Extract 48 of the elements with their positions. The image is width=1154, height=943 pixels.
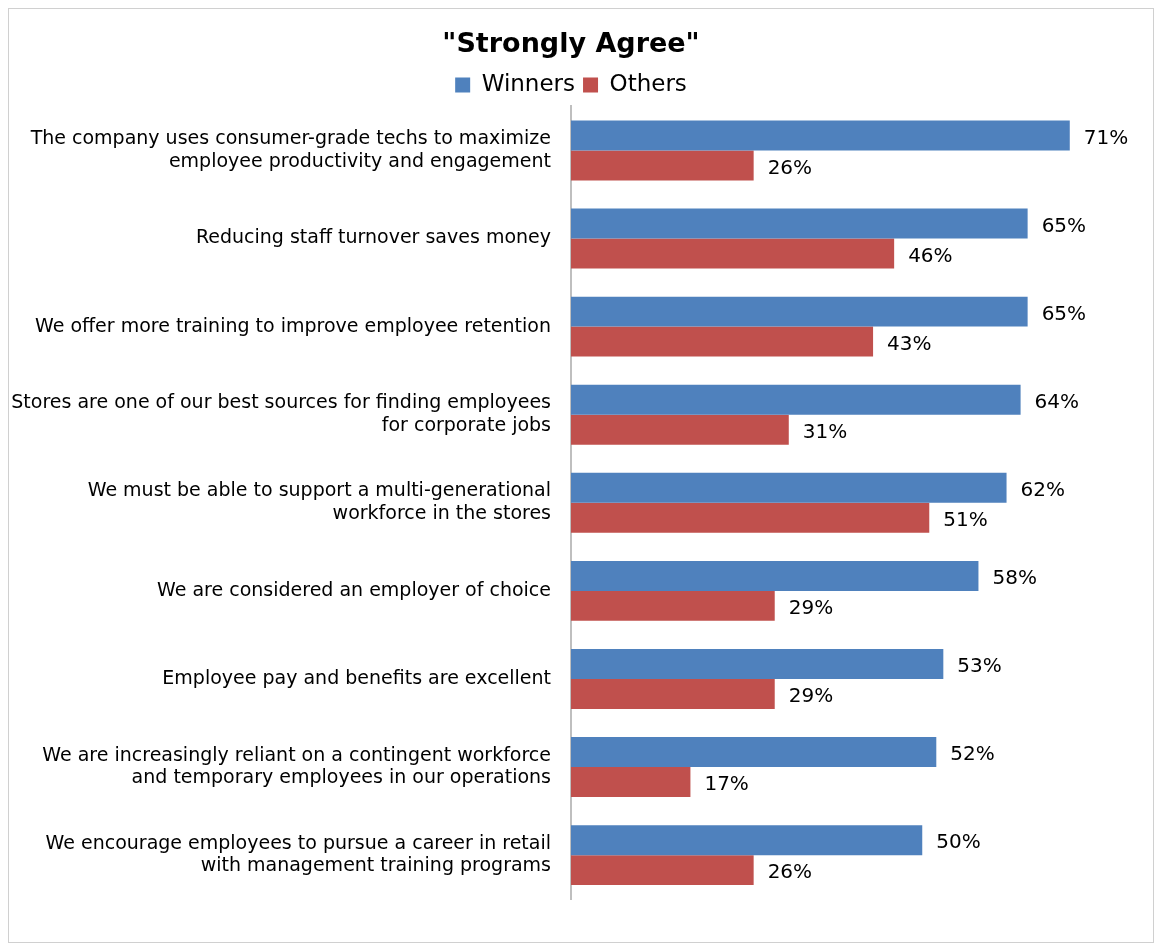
data-label: 62% bbox=[1020, 477, 1065, 502]
bar bbox=[571, 767, 691, 798]
bar bbox=[571, 384, 1021, 415]
data-label: 26% bbox=[767, 859, 813, 884]
bar bbox=[571, 590, 775, 621]
bar bbox=[571, 238, 895, 269]
y-tick-label: We are increasingly reliant on a contingent workforce and temporary employees in our operations bbox=[42, 742, 551, 788]
bar bbox=[571, 472, 1007, 503]
y-tick-label: We offer more training to improve employee retention bbox=[35, 313, 551, 336]
y-tick-label: Reducing staff turnover saves money bbox=[195, 225, 551, 248]
bar bbox=[571, 560, 979, 591]
data-label: 64% bbox=[1034, 388, 1080, 413]
y-tick-label: We encourage employees to pursue a career in retail with management training programs bbox=[45, 830, 551, 876]
data-label: 52% bbox=[950, 741, 995, 766]
data-label: 65% bbox=[1041, 300, 1087, 325]
bar bbox=[571, 855, 754, 886]
bar bbox=[571, 649, 944, 679]
data-label: 26% bbox=[767, 154, 813, 179]
data-label: 58% bbox=[992, 565, 1037, 590]
data-label: 17% bbox=[704, 771, 749, 796]
legend-label: Others bbox=[609, 69, 687, 96]
y-tick-label: The company uses consumer-grade techs to maximize employee productivity and engagement bbox=[29, 125, 551, 171]
bar bbox=[571, 120, 1070, 151]
bar bbox=[571, 150, 754, 181]
bar bbox=[571, 737, 937, 768]
bar bbox=[571, 326, 874, 357]
data-label: 29% bbox=[788, 683, 834, 708]
data-label: 65% bbox=[1041, 212, 1087, 237]
data-label: 29% bbox=[788, 595, 834, 620]
data-label: 71% bbox=[1083, 124, 1129, 149]
y-tick-label: Employee pay and benefits are excellent bbox=[162, 665, 551, 688]
bar bbox=[571, 414, 789, 445]
y-tick-label: We must be able to support a multi-generational workforce in the stores bbox=[87, 478, 551, 524]
data-label: 50% bbox=[936, 829, 981, 854]
bar bbox=[571, 208, 1028, 239]
y-tick-label: We are considered an employer of choice bbox=[157, 577, 551, 600]
data-label: 53% bbox=[957, 653, 1002, 678]
bar bbox=[571, 502, 930, 533]
chart-title: "Strongly Agree" bbox=[442, 27, 700, 59]
data-label: 43% bbox=[887, 330, 932, 355]
bar bbox=[571, 296, 1028, 327]
bar bbox=[571, 678, 775, 709]
y-tick-label: Stores are one of our best sources for finding employees for corporate jobs bbox=[11, 390, 551, 436]
data-label: 46% bbox=[908, 242, 953, 267]
legend-label: Winners bbox=[481, 69, 576, 96]
data-label: 51% bbox=[943, 506, 988, 531]
bar bbox=[571, 825, 923, 856]
data-label: 31% bbox=[802, 418, 848, 443]
